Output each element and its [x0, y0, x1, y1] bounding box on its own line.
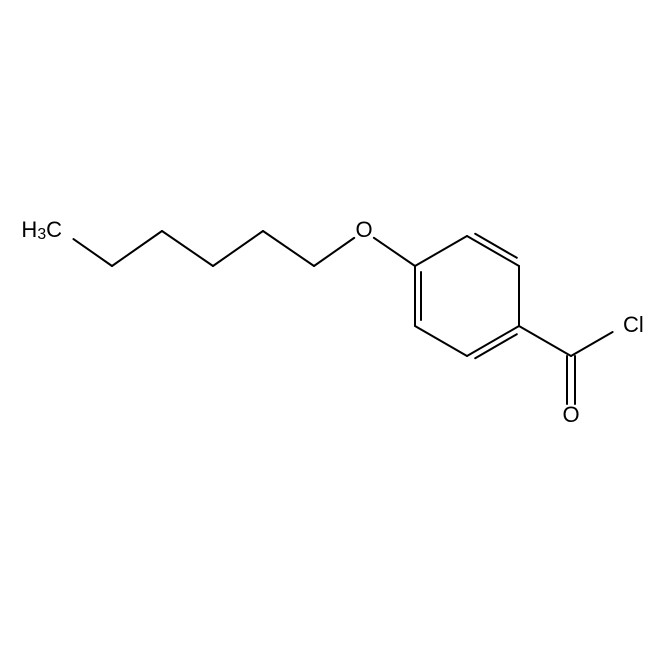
atom-label-ch3: H3C	[21, 217, 62, 243]
atom-label-oDbl: O	[562, 402, 579, 427]
atom-label-o7: O	[355, 217, 372, 242]
chemical-structure-diagram: H3C O O Cl	[0, 0, 650, 650]
atom-label-cl: Cl	[623, 312, 644, 337]
